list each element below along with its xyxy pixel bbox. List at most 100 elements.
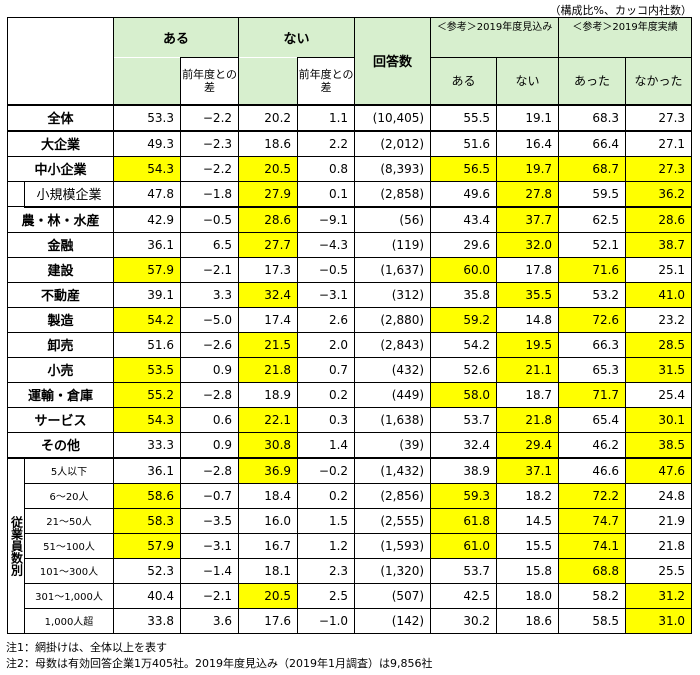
cell-actual-atta: 58.5 bbox=[558, 607, 627, 634]
row-label: 運輸・倉庫 bbox=[7, 381, 114, 408]
cell-forecast-nai: 18.7 bbox=[496, 381, 560, 408]
cell-count: (312) bbox=[354, 281, 432, 308]
cell-actual-nakatta: 25.4 bbox=[625, 381, 693, 408]
cell-actual-atta: 68.7 bbox=[558, 155, 627, 182]
cell-aru-diff: −5.0 bbox=[179, 306, 240, 333]
cell-count: (2,856) bbox=[354, 482, 432, 509]
table-row: 大企業 49.3 −2.3 18.6 2.2 (2,012) 51.6 16.4 66.4 27.… bbox=[7, 130, 693, 157]
cell-forecast-nai: 14.5 bbox=[496, 507, 560, 534]
cell-count: (507) bbox=[354, 582, 432, 609]
cell-nai: 18.9 bbox=[238, 381, 299, 408]
cell-aru: 36.1 bbox=[113, 231, 181, 258]
cell-actual-nakatta: 27.3 bbox=[625, 104, 693, 132]
note-1: 注1：網掛けは、全体以上を表す bbox=[6, 641, 167, 654]
cell-aru: 42.9 bbox=[113, 206, 181, 233]
row-label: 小売 bbox=[7, 356, 114, 383]
cell-forecast-nai: 16.4 bbox=[496, 130, 560, 157]
cell-forecast-aru: 61.0 bbox=[430, 532, 498, 559]
cell-actual-nakatta: 23.2 bbox=[625, 306, 693, 333]
survey-table: ある ない 回答数 ＜参考＞2019年度見込み ＜参考＞2019年度実績 前年度… bbox=[7, 17, 693, 634]
cell-forecast-aru: 29.6 bbox=[430, 231, 498, 258]
cell-actual-nakatta: 21.9 bbox=[625, 507, 693, 534]
cell-aru-diff: 0.6 bbox=[179, 406, 240, 433]
cell-actual-atta: 68.3 bbox=[558, 104, 627, 132]
cell-aru: 55.2 bbox=[113, 381, 181, 408]
cell-forecast-aru: 43.4 bbox=[430, 206, 498, 233]
table-row: 小規模企業 47.8 −1.8 27.9 0.1 (2,858) 49.6 27.8 59.5 3… bbox=[7, 180, 693, 208]
cell-actual-nakatta: 36.2 bbox=[625, 180, 693, 208]
cell-actual-atta: 71.7 bbox=[558, 381, 627, 408]
table-row: 1,000人超 33.8 3.6 17.6 −1.0 (142) 30.2 18.6 58.5 3… bbox=[8, 607, 693, 634]
cell-aru-diff: −1.4 bbox=[179, 557, 240, 584]
cell-nai: 18.6 bbox=[238, 130, 299, 157]
cell-actual-atta: 66.3 bbox=[558, 331, 627, 358]
cell-aru-diff: −2.8 bbox=[179, 457, 240, 484]
cell-nai: 18.1 bbox=[238, 557, 299, 584]
notes: 注1：網掛けは、全体以上を表す 注2：母数は有効回答企業1万405社。2019年… bbox=[6, 640, 432, 672]
cell-nai-diff: 0.2 bbox=[297, 482, 356, 509]
cell-aru-diff: 0.9 bbox=[179, 356, 240, 383]
cell-aru: 49.3 bbox=[113, 130, 181, 157]
cell-aru-diff: 3.6 bbox=[179, 607, 240, 634]
cell-aru-diff: −2.8 bbox=[179, 381, 240, 408]
cell-count: (449) bbox=[354, 381, 432, 408]
cell-nai-diff: 0.7 bbox=[297, 356, 356, 383]
cell-forecast-aru: 35.8 bbox=[430, 281, 498, 308]
cell-forecast-nai: 19.1 bbox=[496, 104, 560, 132]
cell-aru: 54.3 bbox=[113, 155, 181, 182]
cell-actual-atta: 72.6 bbox=[558, 306, 627, 333]
cell-forecast-aru: 56.5 bbox=[430, 155, 498, 182]
row-label: 製造 bbox=[7, 306, 114, 333]
cell-actual-atta: 66.4 bbox=[558, 130, 627, 157]
cell-actual-nakatta: 24.8 bbox=[625, 482, 693, 509]
cell-actual-nakatta: 21.8 bbox=[625, 532, 693, 559]
cell-forecast-aru: 52.6 bbox=[430, 356, 498, 383]
cell-nai: 22.1 bbox=[238, 406, 299, 433]
cell-forecast-aru: 60.0 bbox=[430, 256, 498, 283]
row-label: 卸売 bbox=[7, 331, 114, 358]
cell-count: (142) bbox=[354, 607, 432, 634]
cell-actual-nakatta: 47.6 bbox=[625, 457, 693, 484]
cell-forecast-aru: 53.7 bbox=[430, 557, 498, 584]
cell-nai-diff: 0.2 bbox=[297, 381, 356, 408]
cell-nai: 30.8 bbox=[238, 431, 299, 459]
cell-nai-diff: −9.1 bbox=[297, 206, 356, 233]
cell-forecast-aru: 42.5 bbox=[430, 582, 498, 609]
cell-aru-diff: −1.8 bbox=[179, 180, 240, 208]
cell-nai-diff: 2.6 bbox=[297, 306, 356, 333]
cell-nai-diff: −0.2 bbox=[297, 457, 356, 484]
row-label: 農・林・水産 bbox=[7, 206, 114, 233]
table-row: 101～300人 52.3 −1.4 18.1 2.3 (1,320) 53.7 15.8 68… bbox=[8, 557, 693, 584]
cell-nai-diff: 0.8 bbox=[297, 155, 356, 182]
cell-actual-atta: 52.1 bbox=[558, 231, 627, 258]
cell-forecast-aru: 59.2 bbox=[430, 306, 498, 333]
cell-nai: 18.4 bbox=[238, 482, 299, 509]
cell-aru: 36.1 bbox=[113, 457, 181, 484]
cell-nai: 21.5 bbox=[238, 331, 299, 358]
cell-actual-nakatta: 27.1 bbox=[625, 130, 693, 157]
cell-nai-diff: 1.1 bbox=[297, 104, 356, 132]
cell-actual-nakatta: 31.0 bbox=[625, 607, 693, 634]
cell-actual-atta: 46.2 bbox=[558, 431, 627, 459]
cell-actual-atta: 58.2 bbox=[558, 582, 627, 609]
cell-count: (2,880) bbox=[354, 306, 432, 333]
table-row: 21～50人 58.3 −3.5 16.0 1.5 (2,555) 61.8 14.5 74.7… bbox=[8, 507, 693, 534]
cell-forecast-aru: 55.5 bbox=[430, 104, 498, 132]
table-row: 製造 54.2 −5.0 17.4 2.6 (2,880) 59.2 14.8 72.6 23.2 bbox=[7, 306, 693, 333]
cell-count: (2,012) bbox=[354, 130, 432, 157]
cell-actual-nakatta: 38.7 bbox=[625, 231, 693, 258]
cell-forecast-aru: 38.9 bbox=[430, 457, 498, 484]
cell-actual-nakatta: 25.1 bbox=[625, 256, 693, 283]
row-label: 301～1,000人 bbox=[24, 582, 114, 609]
cell-actual-nakatta: 31.2 bbox=[625, 582, 693, 609]
header-nai: ない bbox=[238, 17, 356, 58]
table-row: 不動産 39.1 3.3 32.4 −3.1 (312) 35.8 35.5 53.2 41.0 bbox=[7, 281, 693, 308]
header-aru-value bbox=[113, 57, 181, 106]
cell-forecast-nai: 18.2 bbox=[496, 482, 560, 509]
cell-aru: 57.9 bbox=[113, 532, 181, 559]
table-row: 6～20人 58.6 −0.7 18.4 0.2 (2,856) 59.3 18.2 72.2 2… bbox=[8, 482, 693, 509]
row-label: サービス bbox=[7, 406, 114, 433]
header-count: 回答数 bbox=[354, 17, 432, 106]
row-label: 5人以下 bbox=[24, 457, 114, 484]
cell-nai-diff: 1.2 bbox=[297, 532, 356, 559]
